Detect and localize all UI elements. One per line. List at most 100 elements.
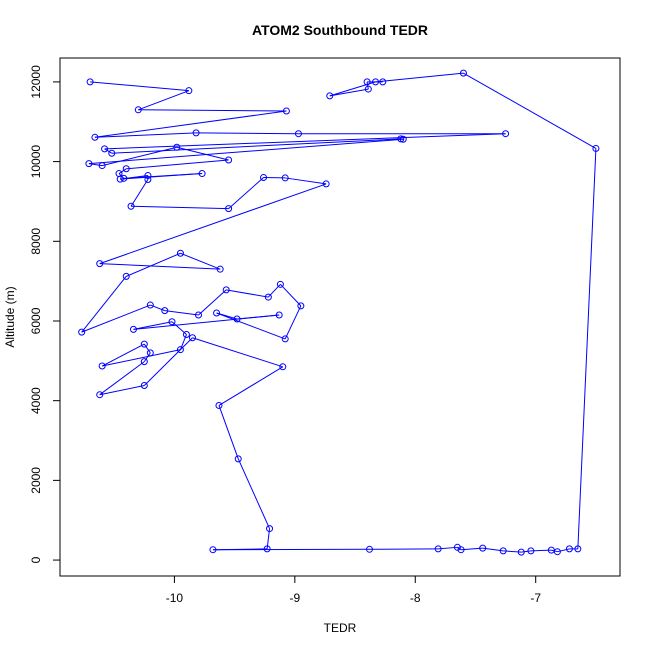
series-segment	[88, 138, 404, 165]
y-axis-label: Altitude (m)	[3, 286, 17, 347]
series-segment	[118, 168, 127, 174]
series-segment	[138, 109, 287, 112]
series-segment	[198, 289, 227, 316]
data-point	[144, 176, 152, 184]
y-tick-label: 8000	[29, 228, 43, 255]
data-point	[266, 525, 274, 533]
y-tick-label: 6000	[29, 307, 43, 334]
x-tick-label: -7	[530, 591, 541, 605]
series-segment	[131, 205, 229, 210]
series-segment	[143, 352, 151, 362]
series-segment	[111, 138, 401, 154]
data-point	[122, 272, 130, 280]
data-point	[225, 156, 233, 164]
data-point	[161, 307, 169, 315]
data-point	[140, 358, 148, 366]
series-segment	[366, 81, 369, 90]
series-segment	[102, 146, 177, 167]
series-segment	[90, 81, 189, 92]
series-segment	[99, 361, 145, 396]
series-segment	[101, 343, 145, 367]
data-point	[234, 455, 242, 463]
series-segment	[284, 305, 302, 340]
data-point	[96, 391, 104, 399]
data-point	[198, 170, 206, 178]
x-axis-label: TEDR	[324, 621, 357, 635]
data-point	[116, 175, 124, 183]
data-point	[146, 349, 154, 357]
data-point	[176, 346, 184, 354]
y-axis: 0 2000 4000 6000 8000 10000 12000	[29, 65, 61, 563]
y-tick-label: 4000	[29, 387, 43, 414]
data-point	[144, 172, 152, 180]
series-segment	[457, 546, 462, 551]
data-point	[434, 545, 442, 553]
data-point	[592, 144, 600, 152]
series-segment	[126, 252, 181, 277]
series-segment	[143, 343, 151, 354]
data-point	[372, 78, 380, 86]
series-segment	[99, 183, 327, 265]
data-point	[98, 362, 106, 370]
data-point	[209, 546, 217, 554]
data-point	[108, 149, 116, 157]
series-segment	[130, 179, 149, 207]
series-segment	[94, 132, 197, 138]
data-point	[479, 544, 487, 552]
y-tick-label: 10000	[29, 145, 43, 179]
data-point	[233, 315, 241, 323]
data-point	[379, 78, 387, 86]
series-segment	[216, 312, 238, 320]
series-segment	[176, 146, 229, 161]
data-point	[366, 545, 374, 553]
series-segment	[104, 148, 113, 154]
x-tick-label: -10	[166, 591, 184, 605]
data-point	[140, 340, 148, 348]
data-point	[527, 547, 535, 555]
data-point	[78, 328, 86, 336]
data-point	[122, 165, 130, 173]
data-point	[140, 382, 148, 390]
data-point	[96, 260, 104, 268]
data-point	[279, 363, 287, 371]
data-point	[502, 130, 510, 138]
data-point	[553, 548, 561, 556]
data-point	[216, 265, 224, 273]
data-point	[517, 548, 525, 556]
data-point	[281, 335, 289, 343]
data-point	[453, 543, 461, 551]
series-segment	[521, 550, 531, 553]
data-point	[275, 311, 283, 319]
series-segment	[280, 283, 302, 307]
series-segment	[126, 159, 229, 170]
y-tick-label: 2000	[29, 467, 43, 494]
data-point	[297, 302, 305, 310]
data-point	[146, 301, 154, 309]
series-segment	[216, 312, 286, 340]
series-segment	[133, 314, 280, 330]
data-point	[91, 133, 99, 141]
data-point	[129, 325, 137, 333]
data-point	[182, 331, 190, 339]
data-point	[574, 545, 582, 553]
y-tick-label: 0	[29, 556, 43, 563]
data-point	[364, 85, 372, 93]
series-segment	[375, 72, 464, 83]
series-segment	[81, 276, 127, 333]
series-segment	[226, 289, 269, 298]
series-segment	[228, 177, 264, 209]
series-lines	[81, 72, 597, 553]
series-segment	[557, 548, 570, 553]
data-point	[499, 547, 507, 555]
series-segment	[329, 88, 369, 97]
series-segment	[120, 175, 148, 180]
data-point	[459, 69, 467, 77]
data-point	[185, 87, 193, 95]
data-point	[260, 174, 268, 182]
data-point	[194, 311, 202, 319]
data-point	[134, 106, 142, 114]
x-tick-label: -8	[410, 591, 421, 605]
series-segment	[192, 337, 283, 368]
data-point	[263, 545, 271, 553]
series-segment	[218, 405, 239, 460]
